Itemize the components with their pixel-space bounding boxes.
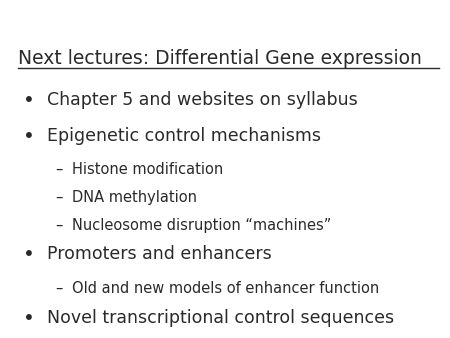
Text: –: – — [55, 190, 62, 205]
Text: –: – — [55, 218, 62, 233]
Text: •: • — [23, 91, 35, 110]
Text: Promoters and enhancers: Promoters and enhancers — [47, 245, 272, 263]
Text: Epigenetic control mechanisms: Epigenetic control mechanisms — [47, 127, 321, 145]
Text: Histone modification: Histone modification — [72, 162, 223, 177]
Text: •: • — [23, 245, 35, 264]
Text: –: – — [55, 281, 62, 296]
Text: Old and new models of enhancer function: Old and new models of enhancer function — [72, 281, 379, 296]
Text: •: • — [23, 309, 35, 328]
Text: Nucleosome disruption “machines”: Nucleosome disruption “machines” — [72, 218, 331, 233]
Text: Novel transcriptional control sequences: Novel transcriptional control sequences — [47, 309, 394, 327]
Text: Next lectures: Differential Gene expression: Next lectures: Differential Gene express… — [18, 49, 422, 68]
Text: DNA methylation: DNA methylation — [72, 190, 197, 205]
Text: –: – — [55, 162, 62, 177]
Text: Chapter 5 and websites on syllabus: Chapter 5 and websites on syllabus — [47, 91, 358, 109]
Text: •: • — [23, 127, 35, 146]
